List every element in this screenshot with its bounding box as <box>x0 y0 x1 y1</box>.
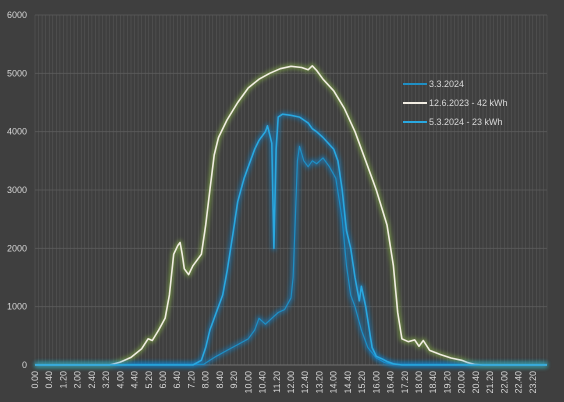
x-tick-label: 2.00 <box>73 371 83 389</box>
legend-label-2: 12.6.2023 - 42 kWh <box>429 98 508 108</box>
x-tick-label: 12.40 <box>300 371 310 394</box>
y-tick-label: 5000 <box>7 68 27 78</box>
series-line-3 <box>35 113 547 366</box>
y-tick-label: 2000 <box>7 243 27 253</box>
x-tick-label: 8.40 <box>215 371 225 389</box>
x-tick-label: 16.00 <box>371 371 381 394</box>
x-tick-label: 11.20 <box>272 371 282 393</box>
x-tick-label: 18.40 <box>428 371 438 394</box>
series-line-2 <box>35 65 547 366</box>
x-tick-label: 7.20 <box>186 371 196 389</box>
x-tick-label: 14.00 <box>329 371 339 394</box>
x-tick-label: 14.40 <box>343 371 353 394</box>
x-tick-label: 0.40 <box>44 371 54 389</box>
x-tick-label: 13.20 <box>314 371 324 394</box>
x-axis: 0.00 0.40 1.20 2.00 2.40 3.20 4.00 4.40 5.20 6.00… <box>30 364 547 394</box>
x-tick-label: 8.00 <box>201 371 211 389</box>
legend-label-3: 5.3.2024 - 23 kWh <box>429 117 503 127</box>
x-tick-label: 9.20 <box>229 371 239 389</box>
x-tick-label: 22.00 <box>499 371 509 394</box>
x-tick-label: 22.40 <box>514 371 524 394</box>
x-tick-label: 4.40 <box>130 371 140 389</box>
series-lines <box>35 63 547 368</box>
legend-label-1: 3.3.2024 <box>429 79 464 89</box>
x-tick-label: 15.20 <box>357 371 367 394</box>
x-tick-label: 21.20 <box>485 371 495 394</box>
x-tick-label: 6.40 <box>172 371 182 389</box>
y-tick-label: 4000 <box>7 127 27 137</box>
x-tick-label: 20.40 <box>471 371 481 394</box>
y-tick-label: 6000 <box>7 10 27 20</box>
x-tick-label: 10.00 <box>243 371 253 394</box>
series-line-1 <box>35 145 547 365</box>
y-tick-label: 1000 <box>7 302 27 312</box>
x-tick-label: 3.20 <box>101 371 111 389</box>
x-tick-label: 1.20 <box>58 371 68 389</box>
x-tick-label: 20.00 <box>457 371 467 394</box>
legend: 3.3.2024 12.6.2023 - 42 kWh 5.3.2024 - 23 … <box>403 79 508 127</box>
y-axis: 0 1000 2000 3000 4000 5000 6000 <box>7 10 27 370</box>
x-tick-label: 16.40 <box>386 371 396 394</box>
x-tick-label: 2.40 <box>87 371 97 389</box>
x-tick-label: 17.20 <box>400 371 410 394</box>
x-tick-label: 5.20 <box>144 371 154 389</box>
x-tick-label: 6.00 <box>158 371 168 389</box>
x-tick-label: 10.40 <box>258 371 268 394</box>
x-tick-label: 23.20 <box>528 371 538 394</box>
x-tick-label: 18.00 <box>414 371 424 394</box>
y-tick-label: 0 <box>22 360 27 370</box>
x-tick-label: 4.00 <box>115 371 125 389</box>
y-tick-label: 3000 <box>7 185 27 195</box>
x-tick-label: 12.00 <box>286 371 296 394</box>
x-tick-label: 0.00 <box>30 371 40 389</box>
x-tick-label: 19.20 <box>442 371 452 394</box>
